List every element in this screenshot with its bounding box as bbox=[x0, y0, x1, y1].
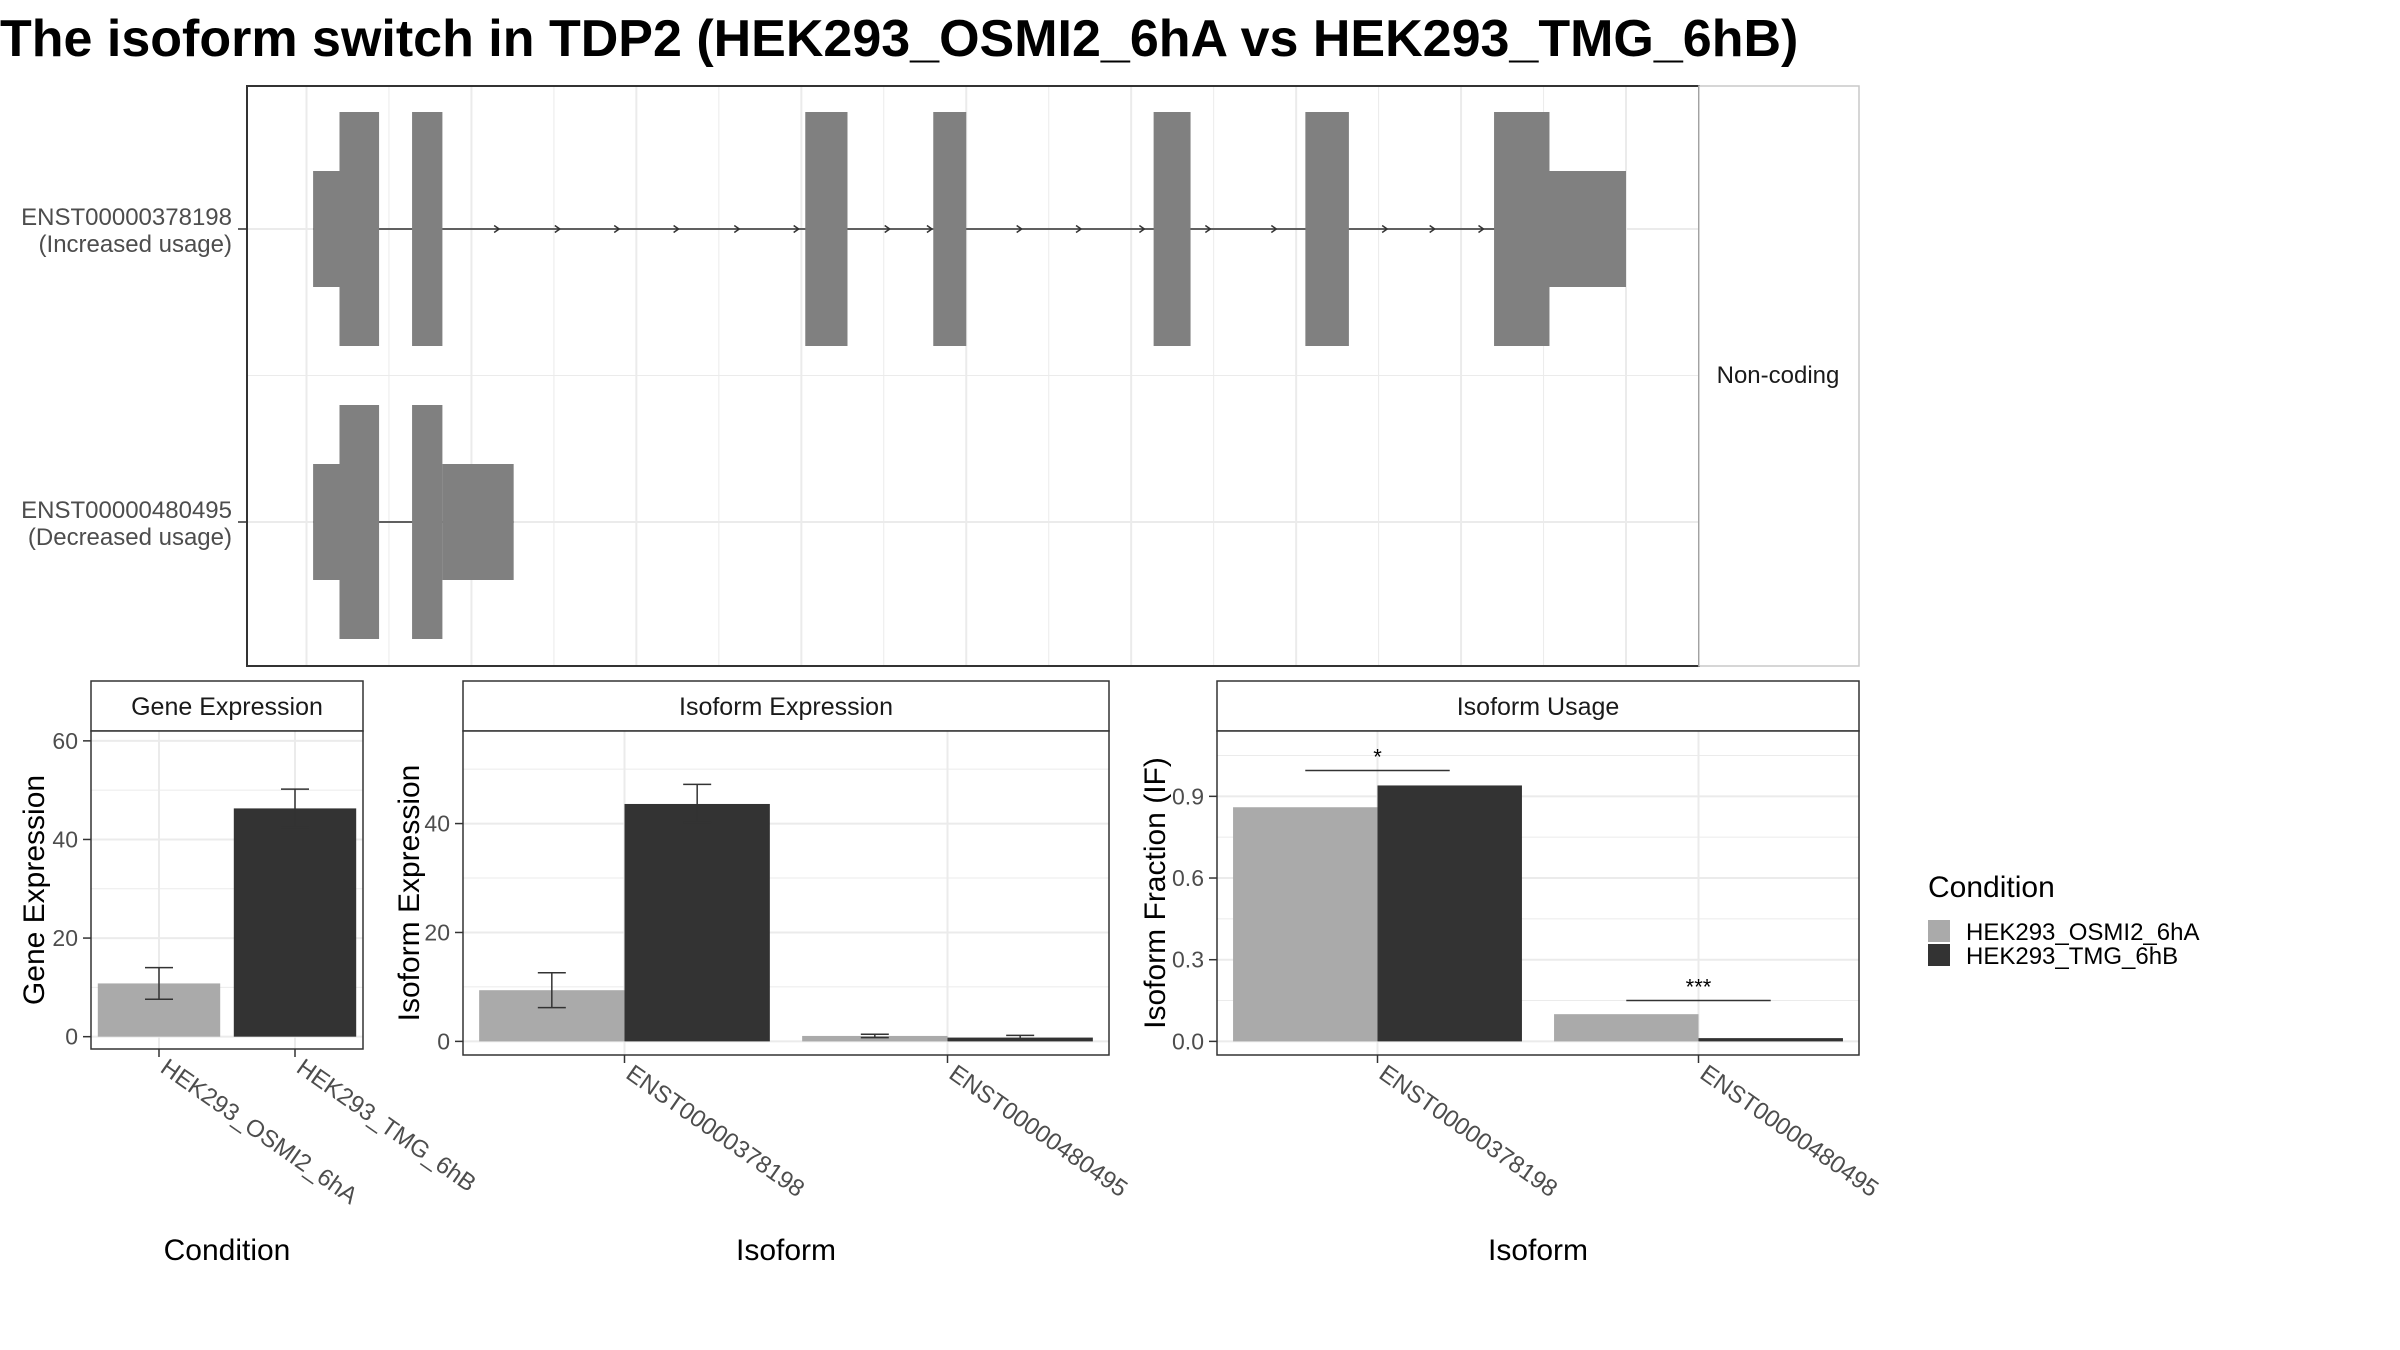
exon-block bbox=[339, 112, 380, 346]
strand-arrow bbox=[1075, 224, 1083, 234]
strand-arrow bbox=[673, 224, 680, 234]
strand-arrow bbox=[1381, 224, 1389, 234]
exon-block bbox=[412, 112, 443, 346]
y-axis-title: Gene Expression bbox=[18, 775, 51, 1005]
error-bars bbox=[537, 783, 1035, 1040]
legend: Condition HEK293_OSMI2_6hA HEK293_TMG_6h… bbox=[1928, 871, 2199, 970]
panel-strip-title: Isoform Usage bbox=[1457, 693, 1620, 721]
strand-arrow bbox=[793, 224, 800, 234]
bar bbox=[1377, 785, 1522, 1042]
transcript-ENST00000480495 bbox=[313, 405, 514, 639]
strand-arrow bbox=[1270, 224, 1278, 234]
structure-transcripts bbox=[313, 112, 1626, 639]
strand-arrow bbox=[1016, 224, 1023, 234]
error-bars bbox=[145, 788, 309, 1000]
x-tick-label: ENST00000378198 bbox=[1374, 1060, 1562, 1203]
y-tick-label: 20 bbox=[424, 919, 450, 945]
y-tick-label: 0 bbox=[65, 1024, 78, 1050]
y-tick-label: 0.6 bbox=[1172, 865, 1204, 891]
panel-border bbox=[90, 730, 364, 1050]
utr-block bbox=[1540, 171, 1626, 287]
strand-arrow bbox=[884, 224, 892, 234]
coding-strip-label: Non-coding bbox=[1717, 362, 1840, 389]
bar bbox=[624, 803, 770, 1042]
utr-block bbox=[442, 464, 514, 580]
exon-block bbox=[1494, 112, 1550, 346]
legend-title: Condition bbox=[1928, 871, 2055, 904]
strand-arrow bbox=[554, 224, 562, 234]
panel-strip-title: Gene Expression bbox=[131, 693, 323, 721]
y-tick-label: 0 bbox=[437, 1028, 450, 1054]
strand-arrow bbox=[733, 224, 741, 234]
main-title: The isoform switch in TDP2 (HEK293_OSMI2… bbox=[0, 10, 1798, 68]
y-tick-label: 60 bbox=[52, 728, 78, 754]
utr-block bbox=[313, 464, 340, 580]
transcript-structure-panel: Non-coding ENST00000378198(Increased usa… bbox=[21, 85, 1860, 667]
transcript-id-label: ENST00000378198 bbox=[21, 204, 232, 231]
y-tick-label: 0.9 bbox=[1172, 783, 1204, 809]
y-tick-label: 40 bbox=[52, 826, 78, 852]
transcript-usage-label: (Increased usage) bbox=[39, 231, 232, 258]
strand-arrow bbox=[1429, 224, 1436, 234]
exon-block bbox=[1153, 112, 1191, 346]
y-tick-label: 20 bbox=[52, 925, 78, 951]
y-tick-label: 0.3 bbox=[1172, 947, 1204, 973]
panel-strip bbox=[462, 680, 1110, 732]
panel-strip-title: Isoform Expression bbox=[679, 693, 893, 721]
transcript-usage-label: (Decreased usage) bbox=[28, 524, 232, 551]
transcript-labels: ENST00000378198(Increased usage) ENST0000… bbox=[21, 204, 247, 551]
legend-swatch-condition-a bbox=[1928, 920, 1950, 942]
transcript-id-label: ENST00000480495 bbox=[21, 497, 232, 524]
exon-block bbox=[933, 112, 967, 346]
legend-label-condition-b: HEK293_TMG_6hB bbox=[1966, 943, 2178, 970]
strand-arrow bbox=[926, 224, 934, 234]
panel-strip bbox=[1216, 680, 1860, 732]
x-tick-label: ENST00000480495 bbox=[1695, 1060, 1883, 1203]
coding-strip bbox=[1698, 85, 1860, 667]
exon-block bbox=[1305, 112, 1349, 346]
significance-label: *** bbox=[1686, 975, 1712, 1000]
exon-block bbox=[412, 405, 443, 639]
bar bbox=[1698, 1038, 1843, 1042]
strand-arrow bbox=[1138, 224, 1146, 234]
bar bbox=[233, 808, 357, 1037]
isoform-expression-panel: Isoform Expression 0 20 40 ENST00000378198 EN… bbox=[393, 680, 1132, 1267]
x-tick-label: ENST00000378198 bbox=[621, 1060, 809, 1203]
transcript-ENST00000378198 bbox=[313, 112, 1626, 346]
x-axis-title: Isoform bbox=[1488, 1234, 1588, 1267]
y-tick-label: 40 bbox=[424, 811, 450, 837]
legend-label-condition-a: HEK293_OSMI2_6hA bbox=[1966, 919, 2199, 946]
strand-arrow bbox=[493, 224, 501, 234]
x-tick-label: ENST00000480495 bbox=[944, 1060, 1132, 1203]
utr-block bbox=[313, 171, 340, 287]
significance-label: * bbox=[1373, 744, 1382, 769]
isoform-usage-panel: Isoform Usage****0.00.30.60.9ENST0000037… bbox=[1139, 680, 1883, 1267]
bar bbox=[1554, 1014, 1699, 1042]
y-axis-title: Isoform Fraction (IF) bbox=[1139, 757, 1172, 1029]
bar bbox=[1233, 807, 1378, 1042]
bar-series bbox=[1233, 785, 1843, 1042]
y-tick-label: 0.0 bbox=[1172, 1028, 1204, 1054]
y-axis-title: Isoform Expression bbox=[393, 765, 426, 1022]
x-axis-title: Isoform bbox=[736, 1234, 836, 1267]
exon-block bbox=[805, 112, 848, 346]
strand-arrow bbox=[1204, 224, 1212, 234]
strand-arrow bbox=[1478, 224, 1485, 234]
bar bbox=[802, 1035, 948, 1042]
exon-block bbox=[339, 405, 380, 639]
panel-border bbox=[462, 730, 1110, 1056]
legend-swatch-condition-b bbox=[1928, 944, 1950, 966]
strand-arrow bbox=[613, 224, 621, 234]
x-axis-title: Condition bbox=[164, 1234, 291, 1267]
panel-border bbox=[1216, 730, 1860, 1056]
